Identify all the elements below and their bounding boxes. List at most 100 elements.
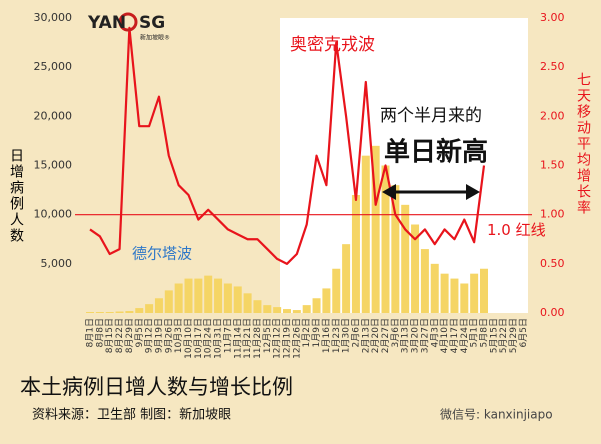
x-tick-label: 1月9日 [311, 318, 322, 347]
x-tick-label: 11月7日 [222, 318, 233, 353]
x-tick-label: 9月26日 [163, 318, 174, 353]
bar [95, 312, 104, 313]
logo-right: SG [139, 13, 165, 33]
x-tick-label: 2月6日 [350, 318, 361, 347]
delta-label: 德尔塔波 [132, 245, 192, 263]
reference-label: 1.0 红线 [487, 221, 546, 239]
y-tick-label: 5,000 [41, 257, 73, 270]
bar [440, 273, 449, 313]
x-tick-label: 1月16日 [321, 318, 332, 353]
bar [411, 224, 420, 313]
x-tick-label: 4月24日 [459, 318, 470, 353]
x-tick-label: 12月12日 [272, 318, 283, 359]
x-tick-label: 1月30日 [341, 318, 352, 353]
bar [420, 249, 429, 313]
x-tick-label: 4月17日 [449, 318, 460, 353]
y2-axis-label: 七天移动平均增长率 [575, 72, 591, 216]
logo-left: YAN [87, 13, 126, 33]
bar [371, 145, 380, 313]
y2-tick-label: 1.00 [540, 208, 565, 221]
bar [194, 278, 203, 313]
bar [450, 278, 459, 313]
x-tick-label: 2月27日 [380, 318, 391, 353]
y2-tick-label: 2.00 [540, 109, 565, 122]
bar [322, 288, 331, 313]
x-tick-label: 8月1日 [85, 318, 96, 347]
bar [460, 283, 469, 313]
x-tick-label: 4月10日 [439, 318, 450, 353]
x-tick-label: 5月15日 [488, 318, 499, 353]
bar [154, 298, 163, 313]
bar [332, 268, 341, 313]
x-tick-label: 9月5日 [134, 318, 145, 347]
bar [480, 268, 488, 313]
y-axis-label: 日增病例人数 [8, 148, 24, 244]
omicron-label: 奥密克戎波 [290, 35, 375, 55]
x-tick-label: 1月23日 [331, 318, 342, 353]
bar [174, 283, 183, 313]
watermark: 微信号: kanxinjiapo [440, 408, 553, 422]
x-tick-label: 11月14日 [232, 318, 243, 359]
x-tick-label: 12月5日 [262, 318, 273, 353]
bar [243, 293, 252, 313]
y-tick-label: 10,000 [34, 208, 73, 221]
y-tick-label: 30,000 [34, 11, 73, 24]
x-tick-label: 10月24日 [203, 318, 214, 359]
x-tick-label: 11月28日 [252, 318, 263, 359]
y2-tick-label: 1.50 [540, 159, 565, 172]
y2-tick-label: 2.50 [540, 60, 565, 73]
bar [105, 312, 114, 313]
bar [253, 300, 262, 313]
logo-icon [118, 12, 138, 32]
chart-title: 本土病例日增人数与增长比例 [20, 375, 293, 399]
x-tick-label: 2月13日 [360, 318, 371, 353]
bar [223, 283, 232, 313]
bar [184, 278, 193, 313]
x-tick-label: 11月21日 [242, 318, 253, 359]
bar [470, 273, 479, 313]
x-tick-label: 10月3日 [173, 318, 184, 353]
x-tick-label: 12月26日 [291, 318, 302, 359]
bar [86, 312, 94, 313]
x-tick-label: 8月15日 [104, 318, 115, 353]
x-tick-label: 10月17日 [193, 318, 204, 359]
bar [391, 185, 400, 313]
x-tick-label: 5月8日 [479, 318, 490, 347]
bar [115, 311, 124, 313]
bar [292, 310, 301, 313]
callout-line2: 单日新高 [384, 137, 488, 168]
y2-tick-label: 0.50 [540, 257, 565, 270]
x-tick-label: 8月8日 [94, 318, 105, 347]
x-tick-label: 9月19日 [153, 318, 164, 353]
x-tick-label: 8月29日 [124, 318, 135, 353]
bar [125, 311, 134, 313]
bar [135, 308, 144, 313]
bar [233, 286, 242, 313]
bar [342, 244, 351, 313]
y-tick-label: 15,000 [34, 159, 73, 172]
arrow-head [466, 184, 480, 200]
x-tick-label: 3月13日 [400, 318, 411, 353]
x-tick-label: 9月12日 [144, 318, 155, 353]
y2-tick-label: 0.00 [540, 306, 565, 319]
x-tick-label: 10月31日 [213, 318, 224, 359]
bar [164, 290, 173, 313]
x-tick-label: 3月6日 [390, 318, 401, 347]
logo-sub: 新加坡眼® [140, 34, 170, 42]
x-tick-label: 5月29日 [508, 318, 519, 353]
x-tick-label: 10月10日 [183, 318, 194, 359]
bar [401, 204, 410, 313]
x-tick-label: 6月5日 [518, 318, 529, 347]
bar [263, 305, 272, 313]
y-tick-label: 20,000 [34, 109, 73, 122]
bar [381, 165, 390, 313]
bar [351, 195, 360, 313]
arrow-head [382, 184, 396, 200]
bar [283, 309, 291, 313]
x-tick-label: 1月2日 [301, 318, 312, 347]
bar [302, 305, 311, 313]
x-tick-label: 3月27日 [419, 318, 430, 353]
bar [361, 155, 370, 313]
